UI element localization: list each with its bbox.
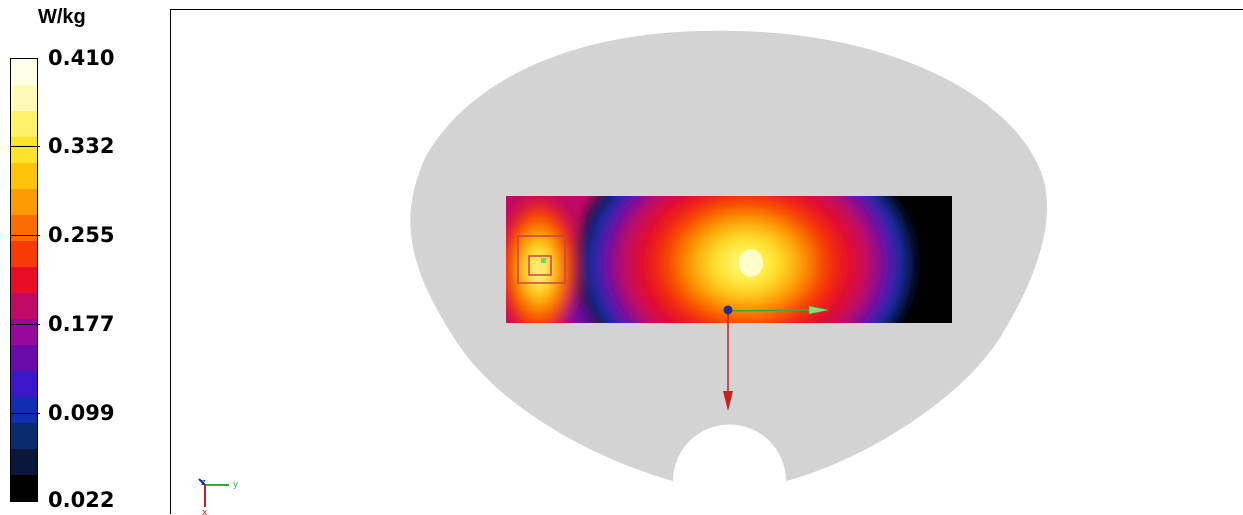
color-scale-band xyxy=(11,189,37,215)
color-scale-band xyxy=(11,319,37,345)
color-scale-band xyxy=(11,241,37,267)
color-scale-band xyxy=(11,111,37,137)
color-scale-band xyxy=(11,85,37,111)
legend-tick-label: 0.255 xyxy=(48,223,115,247)
legend-tick-label: 0.332 xyxy=(48,134,115,158)
triad-label-x: x xyxy=(202,508,208,515)
3d-viewport[interactable]: z y x xyxy=(170,9,1243,515)
color-scale-band xyxy=(11,371,37,397)
color-scale-band xyxy=(11,215,37,241)
color-scale-band xyxy=(11,475,37,501)
legend-tick-mark xyxy=(10,324,40,325)
color-scale-band xyxy=(11,163,37,189)
legend-tick-label: 0.410 xyxy=(48,46,115,70)
peak-search-box-inner xyxy=(528,255,552,276)
legend-tick-mark xyxy=(10,413,40,414)
legend-tick-mark xyxy=(10,146,40,147)
color-scale-band xyxy=(11,267,37,293)
legend-tick-label: 0.099 xyxy=(48,401,115,425)
x-axis-arrowhead xyxy=(723,391,733,411)
triad-label-y: y xyxy=(233,480,239,490)
legend-tick-mark xyxy=(10,235,40,236)
scene-canvas[interactable]: z y x xyxy=(171,10,1243,515)
y-axis-arrow-line xyxy=(727,309,817,312)
orientation-triad: z y x xyxy=(198,478,239,515)
color-scale-band xyxy=(11,293,37,319)
legend-unit-label: W/kg xyxy=(38,6,86,28)
color-scale-band xyxy=(11,449,37,475)
legend-tick-label: 0.022 xyxy=(48,488,115,512)
color-scale-band xyxy=(11,397,37,423)
origin-marker xyxy=(723,305,733,315)
y-axis-arrowhead xyxy=(808,305,830,315)
color-scale-band xyxy=(11,345,37,371)
peak-point-marker xyxy=(541,258,546,263)
peak-search-box-outer xyxy=(517,235,566,284)
color-scale-bar xyxy=(10,58,38,502)
legend-tick-label: 0.177 xyxy=(48,312,115,336)
color-scale-band xyxy=(11,137,37,163)
triad-label-z: z xyxy=(201,478,206,488)
color-scale-band xyxy=(11,59,37,85)
color-scale-band xyxy=(11,423,37,449)
